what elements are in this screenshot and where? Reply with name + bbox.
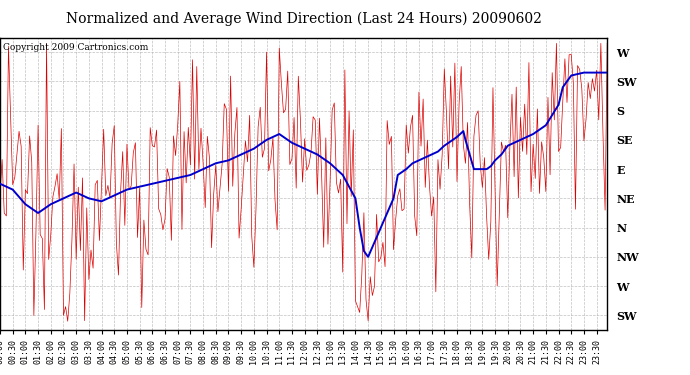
Text: Normalized and Average Wind Direction (Last 24 Hours) 20090602: Normalized and Average Wind Direction (L… xyxy=(66,11,542,26)
Text: Copyright 2009 Cartronics.com: Copyright 2009 Cartronics.com xyxy=(3,44,148,52)
